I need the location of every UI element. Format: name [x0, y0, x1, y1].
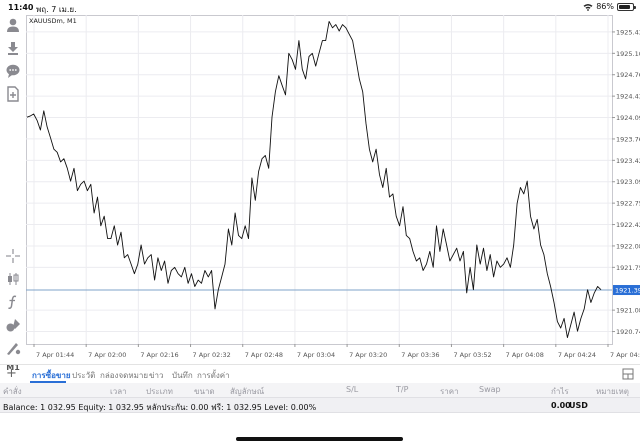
col-size: ขนาด: [194, 387, 215, 396]
battery-fill: [619, 4, 631, 9]
download-arrow-icon[interactable]: [4, 39, 22, 57]
price-chart[interactable]: 1925.435 1925.100 1924.765 1924.430 1924.095…: [26, 14, 640, 364]
col-type: ประเภท: [146, 387, 173, 396]
status-time: 11:40: [8, 3, 34, 12]
col-price: ราคา: [440, 387, 459, 396]
orders-table-header: คำสั่ง เวลา ประเภท ขนาด สัญลักษณ์ S/L T/…: [0, 383, 640, 397]
col-symbol: สัญลักษณ์: [230, 387, 265, 396]
left-toolbar: M1: [0, 14, 26, 372]
x-tick-label: 7 Apr 03:52: [453, 351, 491, 359]
panel-layout-icon[interactable]: [622, 368, 634, 380]
x-tick-label: 7 Apr 03:04: [297, 351, 335, 359]
chart-symbol-label: XAUUSDm, M1: [29, 17, 77, 25]
home-indicator: [236, 437, 403, 441]
crosshair-icon[interactable]: [4, 247, 22, 265]
col-time: เวลา: [110, 387, 127, 396]
y-tick-label: 1922.085: [616, 242, 640, 250]
x-tick-label: 7 Apr 04:08: [506, 351, 544, 359]
tab-news[interactable]: ข่าว: [149, 371, 164, 380]
tab-trade[interactable]: การซื้อขาย: [32, 371, 71, 380]
tab-settings[interactable]: การตั้งค่า: [197, 371, 230, 380]
chat-icon[interactable]: [4, 62, 22, 80]
x-tick-label: 7 Apr 01:44: [36, 351, 74, 359]
tab-history[interactable]: ประวัติ: [72, 371, 96, 380]
total-profit: 0.00: [551, 401, 571, 410]
y-tick-label: 1923.760: [616, 135, 640, 143]
terminal-tabs: + การซื้อขาย ประวัติ กล่องจดหมาย ข่าว บั…: [0, 364, 640, 383]
candlestick-icon[interactable]: [4, 270, 22, 288]
active-tab-indicator: [30, 381, 66, 383]
y-tick-label: 1922.755: [616, 200, 640, 208]
balance-summary: Balance: 1 032.95 Equity: 1 032.95 หลักป…: [3, 403, 317, 412]
x-tick-label: 7 Apr 04:24: [558, 351, 596, 359]
drawing-tools-icon[interactable]: [4, 339, 22, 357]
y-tick-label: 1925.100: [616, 50, 640, 58]
timeframe-label: M1: [6, 362, 20, 372]
shapes-icon[interactable]: [4, 316, 22, 334]
person-icon[interactable]: [4, 16, 22, 34]
battery-icon: [617, 2, 636, 11]
tab-mailbox[interactable]: กล่องจดหมาย: [100, 371, 149, 380]
status-indicators: 86%: [583, 2, 636, 11]
col-swap: Swap: [479, 385, 501, 394]
col-sl: S/L: [346, 385, 359, 394]
current-price-tag: [613, 285, 640, 296]
y-tick-label: 1921.080: [616, 307, 640, 315]
current-price-label: 1921.395: [615, 287, 640, 295]
x-tick-label: 7 Apr 03:36: [401, 351, 439, 359]
y-tick-label: 1924.095: [616, 114, 640, 122]
battery-percent: 86%: [596, 2, 614, 11]
function-icon[interactable]: [4, 293, 22, 311]
chart-canvas[interactable]: 1925.435 1925.100 1924.765 1924.430 1924.095…: [26, 14, 640, 364]
y-tick-label: 1924.430: [616, 93, 640, 101]
col-tp: T/P: [396, 385, 409, 394]
tab-journal[interactable]: บันทึก: [172, 371, 193, 380]
x-tick-label: 7 Apr 02:00: [88, 351, 126, 359]
status-date: พฤ. 7 เม.ย.: [36, 5, 77, 14]
col-order: คำสั่ง: [3, 387, 22, 396]
balance-row: Balance: 1 032.95 Equity: 1 032.95 หลักป…: [0, 397, 640, 413]
x-tick-label: 7 Apr 02:48: [245, 351, 283, 359]
col-profit: กำไร: [551, 387, 569, 396]
add-icon[interactable]: +: [6, 366, 17, 381]
x-tick-label: 7 Apr 02:32: [193, 351, 231, 359]
add-document-icon[interactable]: [4, 85, 22, 103]
price-series-line: [26, 20, 602, 339]
y-tick-label: 1923.425: [616, 157, 640, 165]
x-tick-label: 7 Apr 02:16: [140, 351, 178, 359]
x-tick-label: 7 Apr 03:20: [349, 351, 387, 359]
y-tick-label: 1923.090: [616, 178, 640, 186]
y-tick-label: 1924.765: [616, 71, 640, 79]
plot-frame: [26, 15, 613, 345]
status-bar: 11:40 พฤ. 7 เม.ย. 86%: [0, 0, 640, 14]
x-tick-label: 7 Apr 04:40: [610, 351, 640, 359]
y-tick-label: 1922.420: [616, 221, 640, 229]
currency: USD: [569, 401, 588, 410]
y-tick-label: 1925.435: [616, 28, 640, 36]
y-tick-label: 1920.745: [616, 328, 640, 336]
col-comment: หมายเหตุ: [596, 387, 629, 396]
timeframe-button[interactable]: M1: [4, 358, 22, 376]
y-tick-label: 1921.750: [616, 264, 640, 272]
wifi-icon: [583, 3, 593, 11]
